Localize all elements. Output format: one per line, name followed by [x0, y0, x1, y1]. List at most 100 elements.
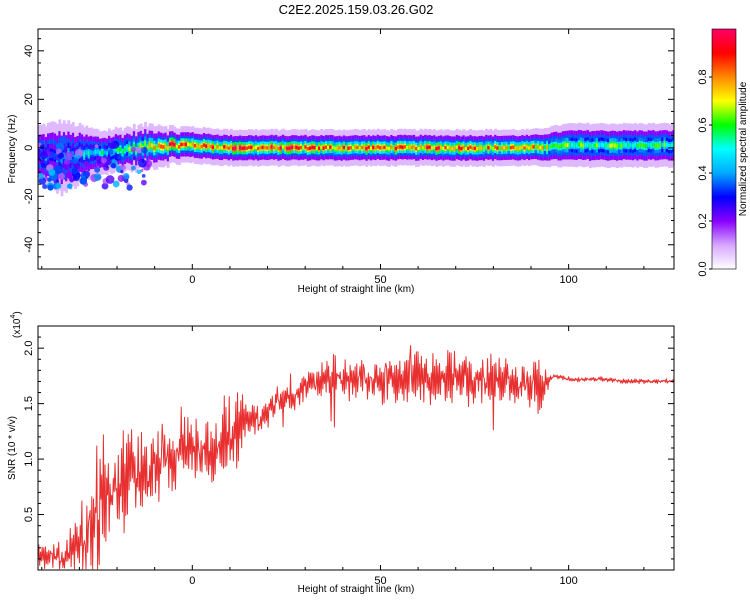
heatmap-cell: [284, 146, 287, 150]
heatmap-cell: [457, 146, 461, 150]
y-tick-label: 1.5: [23, 396, 35, 411]
heatmap-cell: [579, 142, 583, 147]
heatmap-cell: [376, 145, 380, 149]
heatmap-cell: [342, 145, 346, 150]
heatmap-cell: [281, 145, 285, 149]
heatmap-cell: [234, 146, 238, 150]
x-tick-label: 50: [374, 575, 386, 587]
heatmap-cell: [304, 145, 308, 149]
heatmap-cell: [184, 142, 188, 147]
heatmap-cell: [315, 146, 319, 151]
spectrogram-y-ticks: -40 -20 0 20 40: [23, 38, 674, 270]
heatmap-cell: [656, 143, 660, 148]
heatmap-cell: [478, 146, 482, 150]
heatmap-blob: [109, 142, 117, 150]
heatmap-cell: [534, 144, 538, 149]
heatmap-blob: [71, 157, 79, 165]
y-tick-label: 40: [23, 45, 35, 57]
heatmap-cell: [103, 150, 107, 155]
heatmap-cell: [607, 144, 610, 149]
heatmap-cell: [211, 145, 215, 150]
heatmap-cell: [494, 145, 497, 149]
heatmap-cell: [191, 142, 195, 146]
colorbar-gradient: [712, 29, 736, 269]
heatmap-cell: [173, 143, 177, 147]
heatmap-blob: [57, 152, 65, 159]
heatmap-blob: [110, 163, 117, 169]
heatmap-cell: [96, 149, 100, 154]
heatmap-blob: [40, 151, 48, 160]
heatmap-cell: [354, 145, 357, 149]
heatmap-cell: [622, 142, 626, 147]
heatmap-cell: [119, 147, 123, 152]
heatmap-cell: [286, 146, 290, 151]
heatmap-cell: [340, 146, 344, 151]
heatmap-cell: [415, 147, 418, 151]
heatmap-cell: [498, 146, 502, 150]
heatmap-cell: [327, 145, 330, 150]
heatmap-cell: [155, 145, 159, 150]
heatmap-cell: [568, 142, 572, 147]
heatmap-cell: [324, 145, 328, 149]
heatmap-cell: [229, 145, 233, 149]
heatmap-blob: [120, 164, 126, 171]
heatmap-cell: [171, 141, 175, 146]
spectrogram-panel: 0 50 100 -40 -20 0 20 40 Height of straight li…: [7, 28, 675, 295]
heatmap-cell: [631, 143, 635, 148]
heatmap-blob: [101, 182, 109, 190]
heatmap-cell: [126, 146, 129, 151]
heatmap-cell: [290, 145, 294, 150]
heatmap-cell: [453, 146, 457, 151]
heatmap-cell: [604, 143, 608, 148]
heatmap-cell: [205, 144, 208, 148]
heatmap-cell: [433, 145, 437, 150]
heatmap-cell: [469, 145, 473, 149]
x-tick-label: 50: [374, 274, 386, 286]
heatmap-cell: [209, 144, 213, 149]
heatmap-cell: [360, 145, 364, 150]
heatmap-cell: [636, 143, 640, 149]
heatmap-cell: [487, 146, 491, 150]
heatmap-cell: [153, 146, 157, 151]
heatmap-cell: [634, 142, 637, 147]
heatmap-cell: [317, 146, 321, 151]
spectrogram-x-axis-label: Height of straight line (km): [298, 284, 415, 295]
heatmap-cell: [629, 143, 633, 148]
heatmap-cell: [216, 145, 220, 149]
colorbar-tick-label: 0.8: [697, 69, 709, 84]
heatmap-cell: [105, 151, 109, 156]
heatmap-cell: [421, 146, 425, 150]
heatmap-blob: [94, 144, 99, 148]
heatmap-cell: [444, 145, 448, 150]
heatmap-cell: [308, 146, 312, 150]
heatmap-cell: [611, 143, 615, 148]
heatmap-cell: [378, 146, 382, 150]
heatmap-cell: [71, 151, 75, 158]
y-tick-label: 0.5: [23, 507, 35, 522]
x-tick-label: 0: [189, 274, 195, 286]
y-tick-label: 1.0: [23, 451, 35, 466]
heatmap-blob: [63, 158, 71, 166]
heatmap-cell: [254, 145, 258, 149]
heatmap-cell: [200, 144, 204, 149]
heatmap-cell: [159, 144, 163, 149]
y-tick-label: 2.0: [23, 341, 35, 356]
heatmap-blob: [38, 172, 45, 180]
snr-x-ticks: 0 50 100: [41, 326, 645, 587]
snr-background: [38, 326, 674, 570]
heatmap-cell: [227, 146, 231, 150]
heatmap-cell: [336, 146, 339, 150]
heatmap-cell: [241, 146, 245, 150]
heatmap-cell: [144, 141, 147, 146]
heatmap-cell: [275, 145, 278, 149]
heatmap-cell: [482, 146, 486, 151]
heatmap-cell: [207, 144, 211, 148]
heatmap-cell: [202, 143, 206, 147]
heatmap-cell: [374, 146, 378, 150]
heatmap-blob: [79, 177, 88, 185]
heatmap-cell: [566, 143, 570, 148]
heatmap-cell: [243, 146, 247, 150]
heatmap-cell: [187, 142, 190, 146]
colorbar-tick-label: 0.2: [697, 213, 709, 228]
heatmap-cell: [178, 145, 181, 149]
